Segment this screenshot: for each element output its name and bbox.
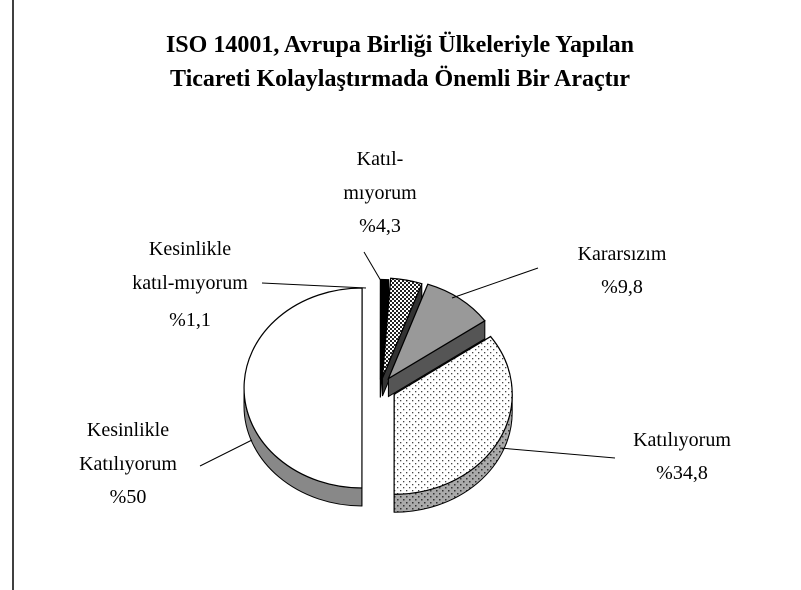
category-label: Katıl-mıyorum bbox=[343, 148, 417, 204]
category-label: Katılıyorum bbox=[633, 429, 731, 451]
category-label: Kararsızım bbox=[578, 243, 667, 265]
pie bbox=[243, 277, 513, 513]
value-label: %34,8 bbox=[656, 462, 708, 484]
leader-line bbox=[451, 267, 539, 299]
pie-slice bbox=[393, 335, 513, 495]
leader-line bbox=[499, 447, 616, 459]
category-label: Kesinlikle katıl-mıyorum bbox=[132, 238, 248, 294]
pie-slice bbox=[387, 283, 486, 380]
value-label: %9,8 bbox=[601, 276, 643, 298]
value-label: %50 bbox=[110, 486, 147, 508]
chart-title: ISO 14001, Avrupa Birliği Ülkeleriyle Ya… bbox=[166, 32, 634, 92]
category-label: Kesinlikle Katılıyorum bbox=[79, 419, 177, 475]
leader-line bbox=[199, 439, 253, 467]
pie-slice bbox=[381, 277, 423, 379]
leader-line bbox=[363, 251, 385, 287]
pie-slice bbox=[243, 287, 363, 489]
value-label: %1,1 bbox=[169, 309, 211, 331]
leader-lines bbox=[199, 251, 616, 467]
value-label: %4,3 bbox=[359, 215, 401, 237]
leader-line bbox=[261, 282, 367, 289]
